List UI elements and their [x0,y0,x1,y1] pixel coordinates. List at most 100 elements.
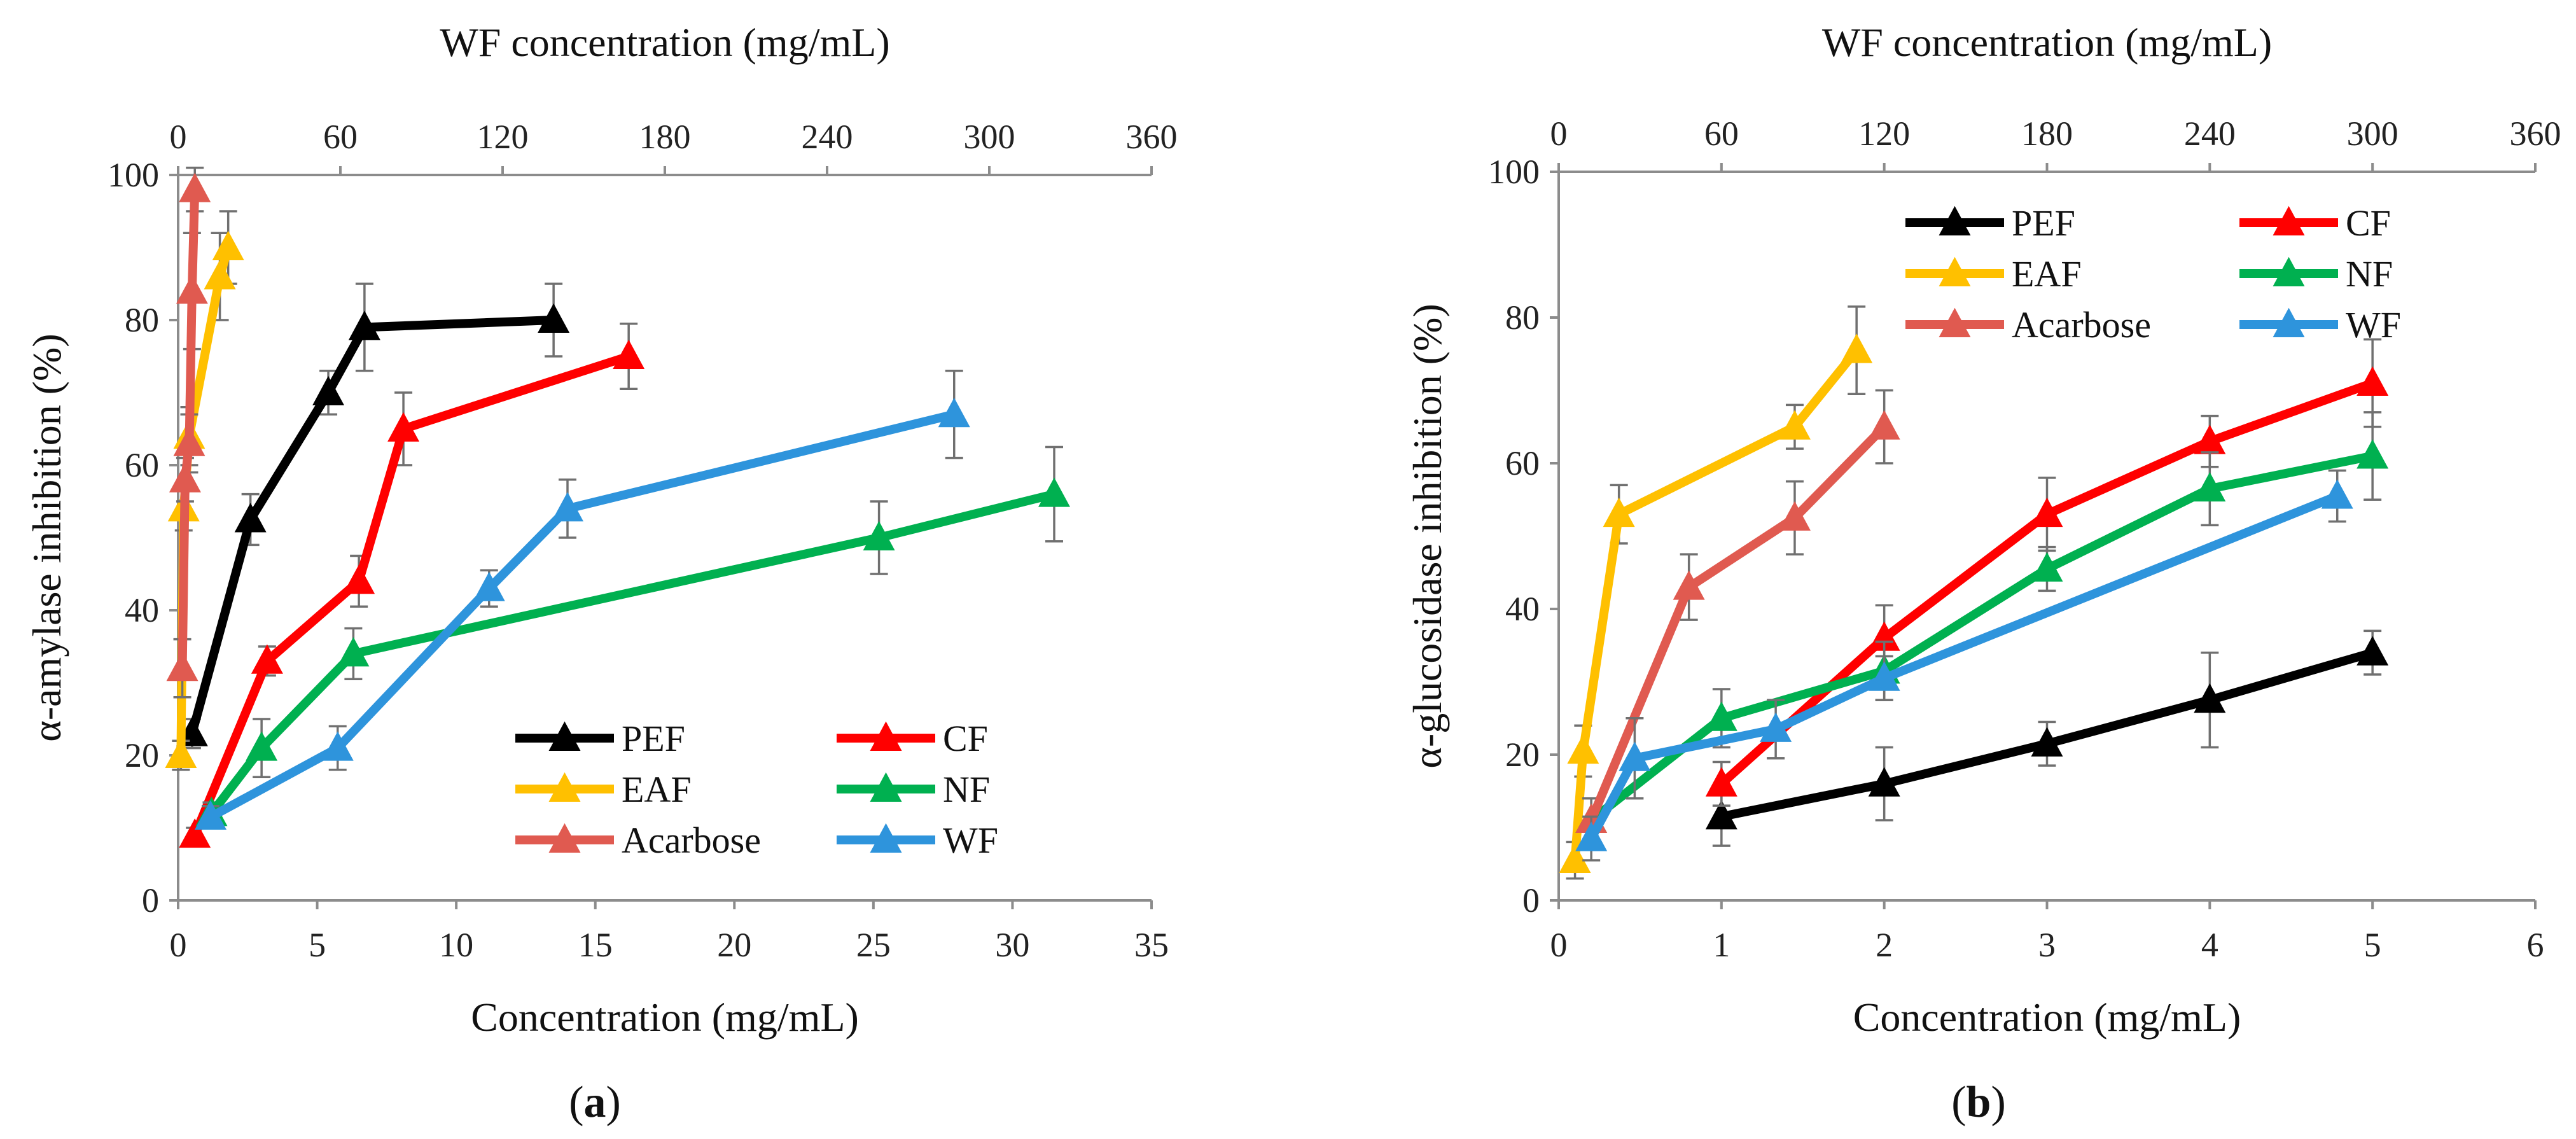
x2-tick-label: 240 [802,118,853,156]
series-acarbose [166,166,211,699]
x-axis-title: Concentration (mg/mL) [1853,995,2241,1040]
legend-label: CF [2346,202,2391,244]
legend-label: WF [943,820,998,861]
data-point [2357,366,2389,396]
legend-item-pef: PEF [515,718,685,759]
y-tick-label: 0 [142,881,159,919]
series-pef [176,283,570,750]
x2-tick-label: 360 [2510,115,2561,153]
y-tick-label: 80 [125,301,159,339]
legend-item-cf: CF [837,718,988,759]
data-point [1760,712,1792,742]
data-point [938,397,970,428]
x-tick-label: 25 [856,926,891,964]
y-tick-label: 100 [1488,153,1540,191]
panel-label: (b) [1951,1078,2006,1127]
x-tick-label: 30 [995,926,1029,964]
legend-item-acarbose: Acarbose [1905,304,2151,346]
data-point [1868,661,1900,691]
x-tick-label: 3 [2038,926,2056,964]
chart-b-alpha-glucosidase: 0 1 2 3 4 5 60 60 120 180 240 300 360020406080100Con… [1405,20,2561,1127]
legend-label: WF [2346,304,2401,346]
x-tick-label: 5 [2364,926,2381,964]
data-point [1778,501,1811,531]
data-point [1705,767,1737,797]
series-wf [1575,469,2353,862]
data-point [2031,552,2063,582]
data-point [1868,621,1900,651]
legend-label: PEF [622,718,685,759]
data-point [166,651,198,681]
x2-tick-label: 180 [2021,115,2073,153]
y-tick-label: 40 [125,591,159,629]
x2-axis-title: WF concentration (mg/mL) [440,20,889,65]
data-point [321,731,354,761]
data-point [251,644,283,674]
legend-swatch-marker [870,823,902,853]
legend-label: Acarbose [622,820,761,861]
legend-label: Acarbose [2012,304,2151,346]
panel-letter: a [584,1078,606,1127]
data-point [2194,683,2226,713]
y-tick-label: 80 [1505,298,1540,337]
legend-swatch-marker [548,772,581,802]
data-point [348,311,380,340]
data-point [1619,741,1651,771]
x-tick-label: 2 [1876,926,1893,964]
x-tick-label: 5 [309,926,326,964]
legend-label: CF [943,718,988,759]
data-point [204,260,236,290]
legend-swatch-marker [1939,206,1971,235]
y-tick-label: 100 [108,156,159,194]
x-tick-label: 15 [578,926,613,964]
data-point [1868,410,1900,440]
x2-tick-label: 300 [964,118,1015,156]
series-wf [195,370,970,830]
x2-tick-label: 0 [170,118,187,156]
data-point [246,731,278,761]
data-point [387,412,420,442]
data-point [173,426,205,456]
data-point [1705,800,1737,830]
x-tick-label: 35 [1134,926,1169,964]
legend-swatch-marker [548,721,581,751]
x-axis-title: Concentration (mg/mL) [471,995,859,1040]
panel-letter: b [1967,1078,1991,1127]
series-line [1587,423,1888,822]
legend-swatch-marker [2273,206,2305,235]
data-point [179,818,211,848]
legend-label: NF [943,769,990,810]
x2-tick-label: 0 [1550,115,1568,153]
y-tick-label: 40 [1505,590,1540,628]
data-point [613,339,645,369]
data-point [473,571,505,601]
panel-paren-open: ( [1951,1078,1966,1127]
legend-label: PEF [2012,202,2075,244]
data-point [179,172,211,202]
data-point [169,463,201,493]
x-tick-label: 0 [1550,926,1568,964]
x-tick-label: 10 [439,926,473,964]
legend-item-eaf: EAF [515,769,692,810]
data-point [1575,821,1608,851]
data-point [212,230,244,260]
x2-tick-label: 180 [639,118,691,156]
panel-paren-close: ) [1991,1078,2005,1127]
data-point [343,564,375,594]
y-tick-label: 60 [1505,444,1540,482]
data-point [1673,570,1705,600]
data-point [312,375,345,405]
data-point [2194,472,2226,502]
data-point [863,521,895,550]
legend-label: EAF [2012,253,2082,295]
data-point [1705,701,1737,731]
series-eaf [1559,305,1873,880]
x2-tick-label: 300 [2347,115,2398,153]
data-point [337,637,370,667]
x2-tick-label: 60 [323,118,358,156]
series-line [1588,451,2374,824]
legend-swatch-marker [2273,256,2305,286]
data-point [1559,843,1591,874]
legend-item-wf: WF [2239,304,2401,346]
